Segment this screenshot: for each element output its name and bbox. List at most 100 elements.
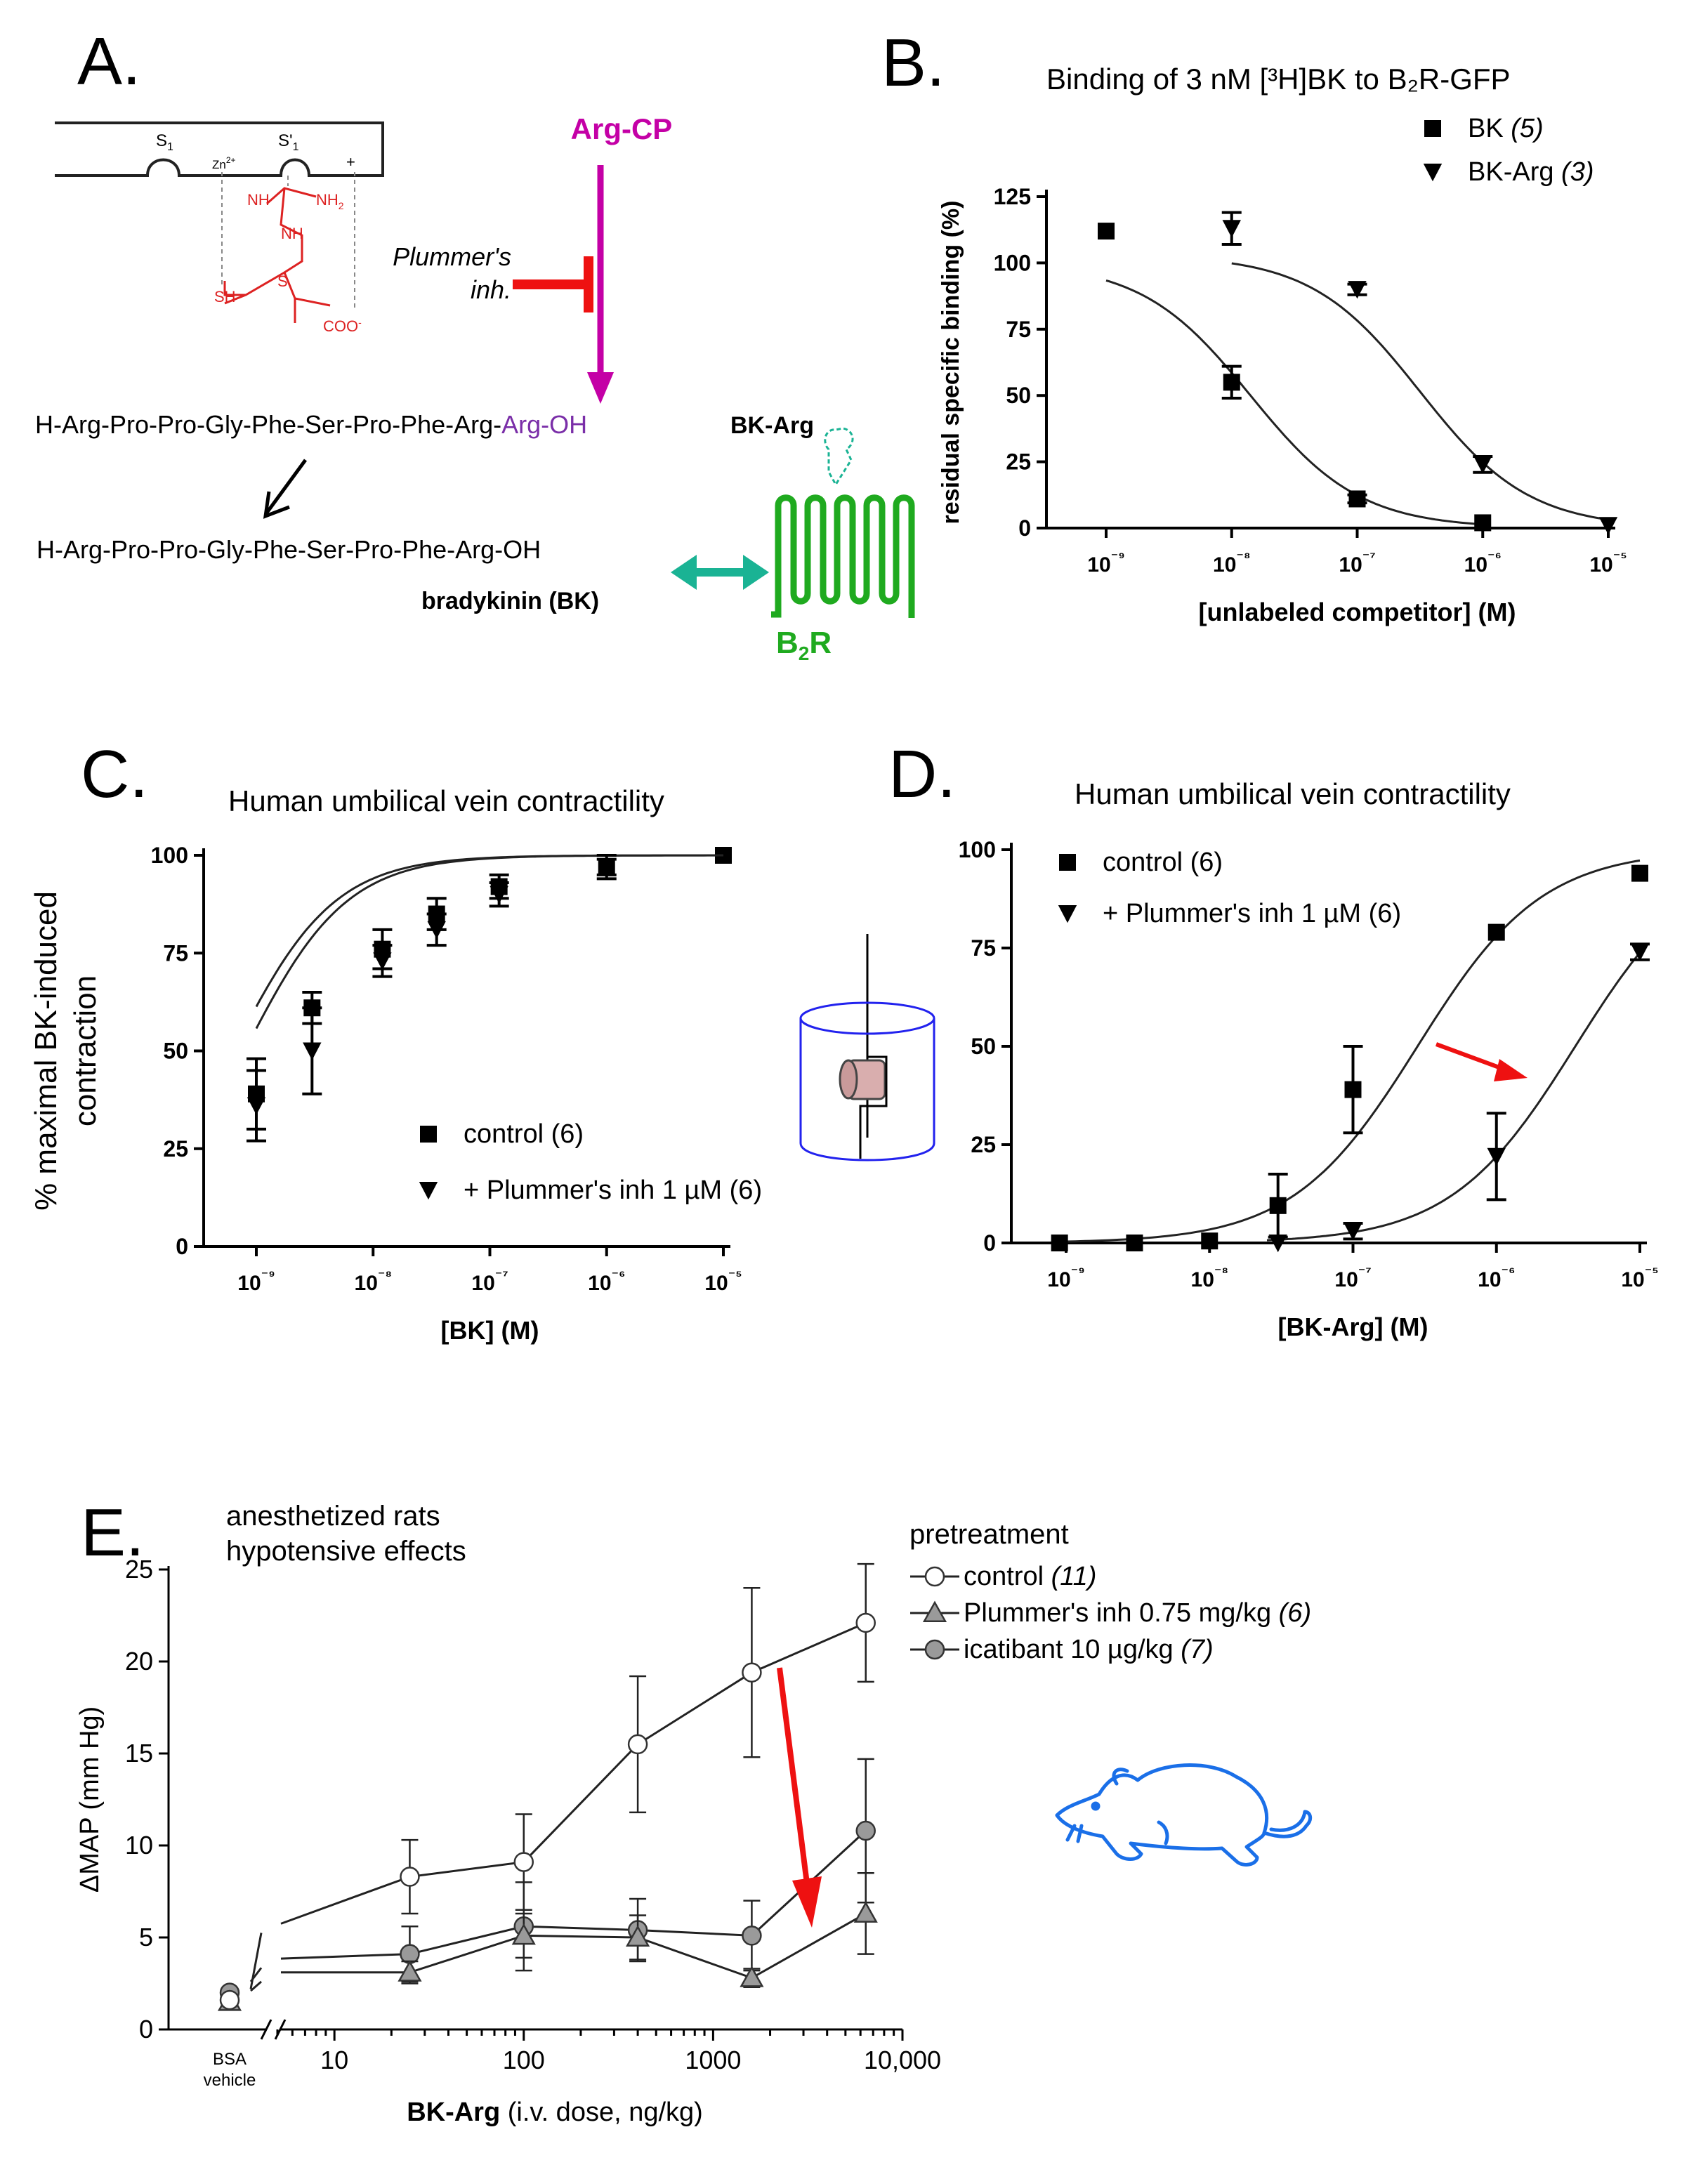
fit-curve xyxy=(255,854,723,1029)
data-point xyxy=(1344,1223,1362,1241)
x-tick-label: 10⁻⁹ xyxy=(1087,550,1124,577)
y-tick-label: 25 xyxy=(163,1136,188,1161)
x-tick-label: 10⁻⁶ xyxy=(1464,550,1502,577)
y-tick-label: 15 xyxy=(125,1739,153,1768)
bk-arg-label: BK-Arg xyxy=(730,412,814,439)
legend-entry: Plummer's inh 0.75 mg/kg (6) xyxy=(964,1598,1311,1628)
x-tick-label: 10,000 xyxy=(864,2046,941,2074)
x-tick-label: 10⁻⁷ xyxy=(1339,550,1375,577)
data-point xyxy=(511,1923,536,1945)
fit-curve xyxy=(1065,859,1641,1243)
panel-d-title: Human umbilical vein contractility xyxy=(1075,777,1511,810)
series--plummer-s-inh-1-m xyxy=(247,854,723,1143)
panel-d: D. Human umbilical vein contractility 0 2… xyxy=(888,737,1659,1341)
data-point xyxy=(1474,514,1492,532)
legend-marker xyxy=(420,1126,437,1143)
zinc-label: Zn2+ xyxy=(212,155,236,171)
y-tick-label: 25 xyxy=(1006,449,1031,475)
data-point xyxy=(303,1042,322,1060)
panel-d-letter: D. xyxy=(888,737,956,812)
panel-e-legend-title: pretreatment xyxy=(909,1519,1069,1550)
series-bk-arg xyxy=(1221,211,1618,535)
x-axis-label: [unlabeled competitor] (M) xyxy=(1199,598,1516,626)
legend-entry: icatibant 10 µg/kg (7) xyxy=(964,1635,1214,1664)
fit-curve xyxy=(255,854,723,1008)
data-point xyxy=(400,1867,420,1887)
data-point xyxy=(627,1734,648,1755)
panel-b-title: Binding of 3 nM [³H]BK to B₂R-GFP xyxy=(1046,62,1511,96)
legend-entry: BK-Arg (3) xyxy=(1468,157,1594,187)
plummers-inh-label-1: Plummer's xyxy=(393,242,511,271)
data-point xyxy=(855,1612,876,1633)
binding-arrow-head-left xyxy=(671,555,697,590)
s1-prime-label: S'1 xyxy=(278,131,299,153)
vehicle-label: BSA xyxy=(213,2050,247,2069)
y-tick-label: 50 xyxy=(971,1034,996,1059)
svg-text:COO-: COO- xyxy=(323,317,362,335)
legend-marker xyxy=(922,1600,947,1622)
y-tick-label: 75 xyxy=(163,940,188,966)
x-tick-label: 10⁻⁹ xyxy=(237,1268,275,1295)
series-line xyxy=(280,1621,867,1925)
data-point xyxy=(855,1820,876,1841)
y-axis-label: % maximal BK-induced xyxy=(29,891,63,1211)
x-tick-label: 10⁻⁵ xyxy=(704,1268,742,1295)
legend: control (11) Plummer's inh 0.75 mg/kg (6)… xyxy=(910,1562,1311,1664)
reduction-arrow-head xyxy=(792,1876,822,1928)
series-control xyxy=(247,847,732,1131)
panel-c: C. Human umbilical vein contractility 0 2… xyxy=(29,737,935,1345)
plummers-inhibitor-structure: NH NH2 NH SH S COO- xyxy=(214,187,362,335)
b2r-label: B2R xyxy=(776,626,832,664)
data-point xyxy=(742,1662,762,1683)
data-point xyxy=(1098,223,1115,240)
series-line xyxy=(281,1912,867,1980)
y-axis-label: residual specific binding (%) xyxy=(938,201,964,525)
data-point xyxy=(742,1926,762,1946)
y-tick-label: 0 xyxy=(1018,515,1031,541)
legend-marker xyxy=(1424,120,1441,137)
conversion-arrow xyxy=(265,459,308,514)
panel-e: E. anesthetized rats hypotensive effects… xyxy=(75,1495,1313,2127)
data-point xyxy=(1269,1197,1287,1214)
bradykinin-label: bradykinin (BK) xyxy=(421,588,599,614)
data-point xyxy=(1348,281,1367,299)
data-point xyxy=(1344,1081,1362,1098)
interaction-lines xyxy=(221,172,355,309)
data-point xyxy=(1201,1232,1218,1250)
data-point xyxy=(1348,490,1366,508)
data-point xyxy=(1051,1235,1068,1251)
panel-e-letter: E. xyxy=(81,1495,145,1570)
axis-break xyxy=(260,2019,272,2040)
x-tick-label: 10⁻⁵ xyxy=(1621,1265,1658,1291)
conversion-arrow-head xyxy=(263,491,290,519)
data-point xyxy=(247,1097,266,1115)
right-shift-arrow-head xyxy=(1494,1059,1528,1081)
legend-marker xyxy=(924,1639,945,1660)
svg-text:NH2: NH2 xyxy=(316,191,344,211)
connector-line xyxy=(249,1933,263,1989)
data-point xyxy=(490,886,508,904)
series-control xyxy=(219,1562,876,2010)
arg-cp-arrow-head xyxy=(587,372,614,404)
enzyme-pocket-outline xyxy=(55,121,384,177)
panel-b-letter: B. xyxy=(881,25,945,100)
panel-c-letter: C. xyxy=(81,737,148,812)
x-axis-label: BK-Arg (i.v. dose, ng/kg) xyxy=(407,2098,703,2127)
connector-line xyxy=(250,1980,262,1992)
fit-curve xyxy=(1231,262,1609,521)
x-axis-label: [BK] (M) xyxy=(441,1316,539,1345)
b2-receptor xyxy=(771,494,915,618)
x-tick-label: 10⁻⁸ xyxy=(1191,1265,1228,1291)
y-tick-label: 0 xyxy=(983,1230,996,1256)
panel-e-annotation-1: anesthetized rats xyxy=(226,1501,440,1532)
y-tick-label: 20 xyxy=(125,1647,153,1676)
data-point xyxy=(427,921,446,940)
legend-marker xyxy=(1423,164,1443,182)
x-tick-label: 10⁻⁶ xyxy=(1478,1265,1515,1291)
legend-entry: control (6) xyxy=(1103,848,1223,877)
x-tick-label: 10⁻⁷ xyxy=(1334,1265,1371,1291)
x-tick-label: 10⁻⁸ xyxy=(355,1268,392,1295)
y-axis-label: ΔMAP (mm Hg) xyxy=(75,1706,105,1893)
bk-sequence: H-Arg-Pro-Pro-Gly-Phe-Ser-Pro-Phe-Arg-OH xyxy=(37,535,541,564)
